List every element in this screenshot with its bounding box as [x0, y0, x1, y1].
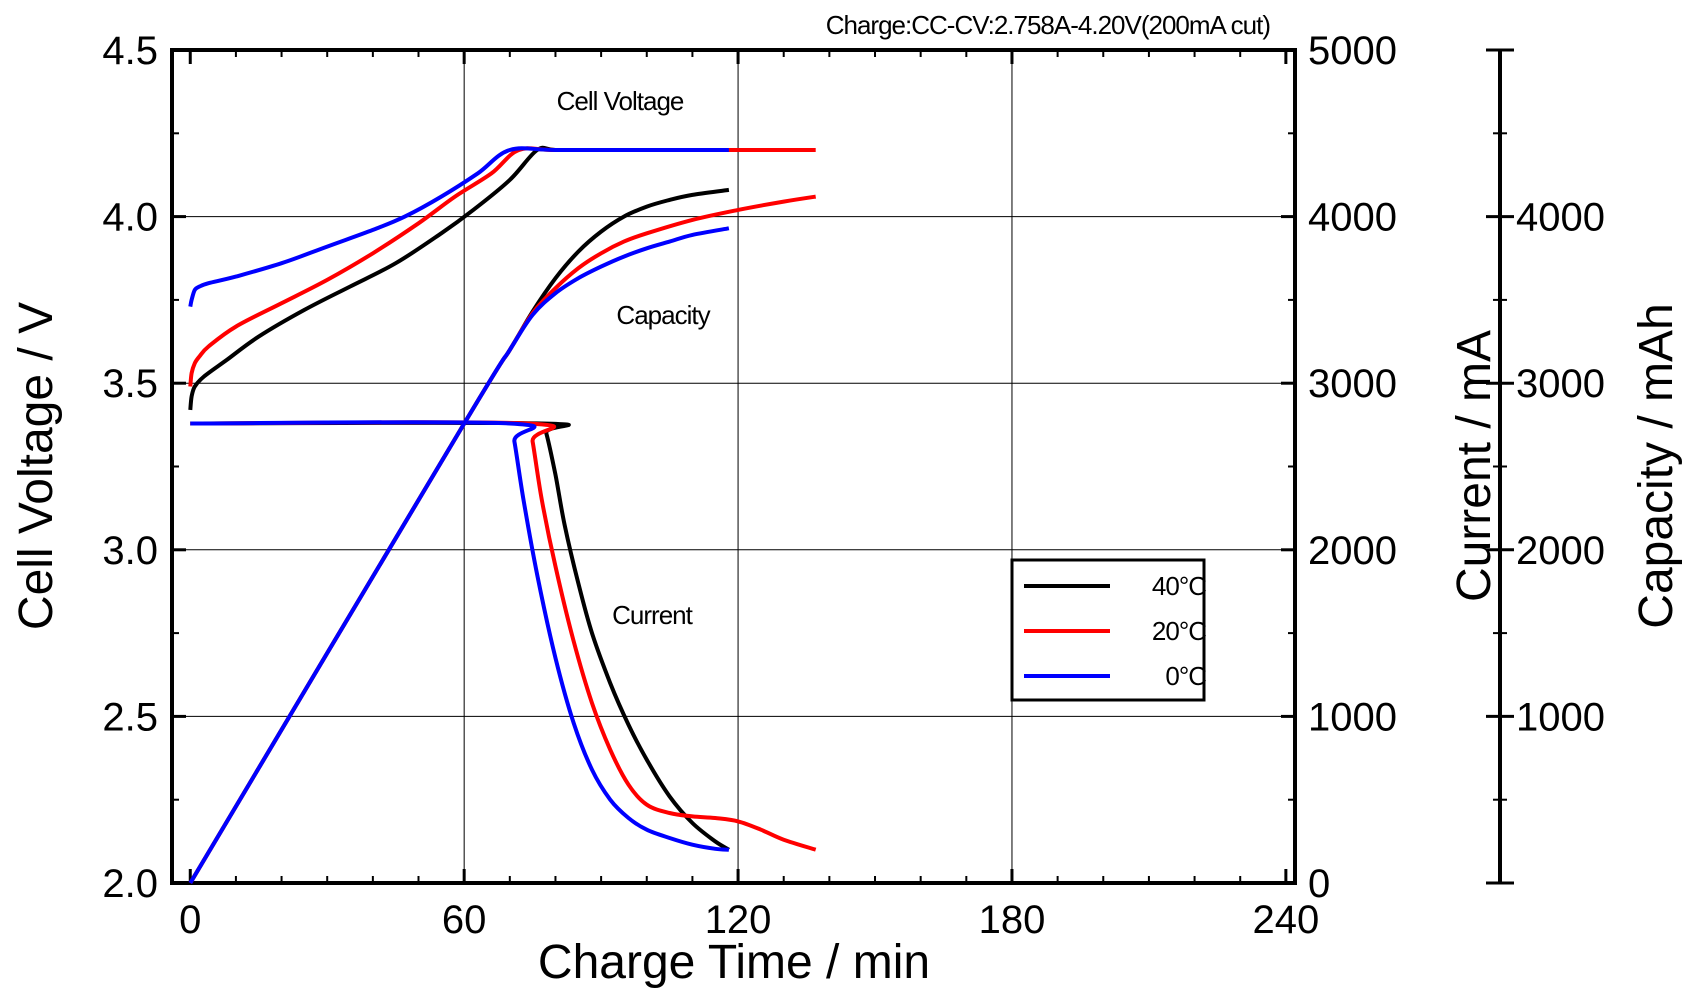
annotation-capacity: Capacity: [616, 300, 710, 330]
annotation-current: Current: [612, 600, 693, 630]
current-tick-label: 5000: [1308, 29, 1397, 73]
x-tick-label: 180: [979, 898, 1046, 942]
voltage-axis-title: Cell Voltage / V: [10, 302, 63, 630]
tick-marks: [172, 48, 1514, 885]
legend-label-0c: 0°C: [1165, 661, 1206, 691]
series-line-capacity-0c: [188, 226, 730, 885]
legend: 40°C 20°C 0°C: [1010, 558, 1207, 702]
voltage-tick-label: 4.0: [102, 196, 158, 240]
current-axis-title: Current / mA: [1448, 330, 1501, 602]
voltage-tick-label: 2.5: [102, 695, 158, 739]
series-lines: [188, 145, 817, 885]
chart-title: Charge:CC-CV:2.758A-4.20V(200mA cut): [826, 10, 1271, 40]
capacity-tick-label: 2000: [1516, 529, 1605, 573]
voltage-tick-label: 4.5: [102, 29, 158, 73]
x-tick-label: 0: [179, 898, 201, 942]
plot-frame: [170, 48, 1297, 885]
capacity-axis-title: Capacity / mAh: [1630, 303, 1683, 628]
grid: [172, 50, 1295, 883]
tick-labels: 0 60 120 180 240 2.0 2.5 3.0 3.5 4.0 4.5 0 1000 2000 3…: [102, 29, 1605, 942]
legend-label-40c: 40°C: [1152, 571, 1206, 601]
series-line-current-0c: [190, 420, 730, 852]
series-line-voltage-0c: [188, 146, 729, 307]
current-tick-label: 4000: [1308, 196, 1397, 240]
current-tick-label: 1000: [1308, 695, 1397, 739]
x-tick-label: 120: [705, 898, 772, 942]
legend-label-20c: 20°C: [1152, 616, 1206, 646]
x-tick-label: 240: [1252, 898, 1319, 942]
current-tick-label: 0: [1308, 862, 1330, 906]
voltage-tick-label: 2.0: [102, 862, 158, 906]
series-line-current-20c: [190, 420, 817, 852]
annotation-cell-voltage: Cell Voltage: [557, 86, 684, 116]
x-tick-label: 60: [442, 898, 487, 942]
voltage-tick-label: 3.0: [102, 529, 158, 573]
capacity-tick-label: 1000: [1516, 695, 1605, 739]
capacity-tick-label: 4000: [1516, 196, 1605, 240]
x-axis-title: Charge Time / min: [538, 936, 930, 989]
current-tick-label: 2000: [1308, 529, 1397, 573]
voltage-tick-label: 3.5: [102, 362, 158, 406]
capacity-tick-label: 3000: [1516, 362, 1605, 406]
current-tick-label: 3000: [1308, 362, 1397, 406]
